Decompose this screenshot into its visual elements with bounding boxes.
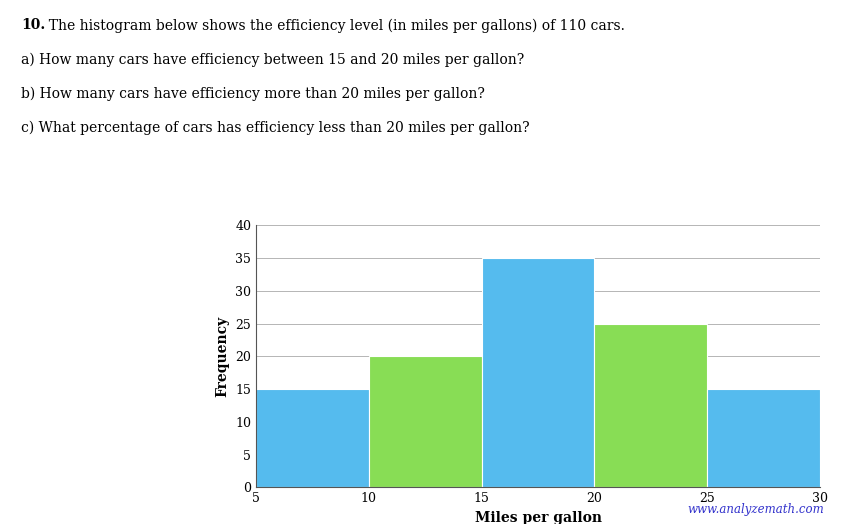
Text: a) How many cars have efficiency between 15 and 20 miles per gallon?: a) How many cars have efficiency between…: [21, 52, 524, 67]
Bar: [368, 356, 481, 487]
Bar: [594, 323, 706, 487]
X-axis label: Miles per gallon: Miles per gallon: [474, 511, 601, 524]
Text: The histogram below shows the efficiency level (in miles per gallons) of 110 car: The histogram below shows the efficiency…: [40, 18, 624, 32]
Text: www.analyzemath.com: www.analyzemath.com: [687, 503, 823, 516]
Text: 10.: 10.: [21, 18, 45, 32]
Bar: [256, 389, 368, 487]
Bar: [706, 389, 819, 487]
Y-axis label: Frequency: Frequency: [216, 315, 229, 397]
Bar: [481, 258, 594, 487]
Text: c) What percentage of cars has efficiency less than 20 miles per gallon?: c) What percentage of cars has efficienc…: [21, 121, 530, 135]
Text: b) How many cars have efficiency more than 20 miles per gallon?: b) How many cars have efficiency more th…: [21, 86, 485, 101]
